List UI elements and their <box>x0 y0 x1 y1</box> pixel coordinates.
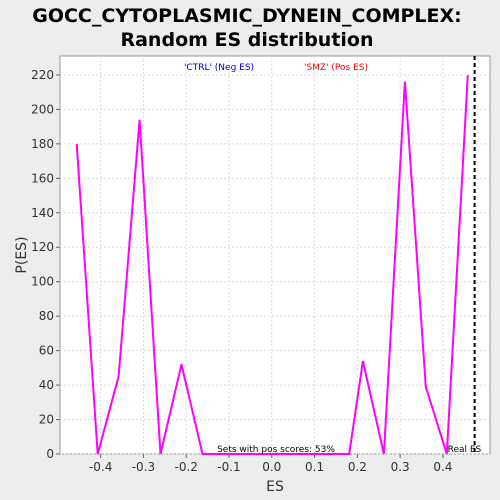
x-tick-label: 0.3 <box>391 460 410 474</box>
y-tick-label: 60 <box>39 344 54 358</box>
x-tick-label: 0.4 <box>433 460 452 474</box>
x-tick-label: -0.4 <box>89 460 112 474</box>
legend-entry-neg: 'CTRL' (Neg ES) <box>184 63 254 73</box>
y-tick-label: 220 <box>31 68 54 82</box>
series-layer <box>75 74 469 455</box>
y-tick-label: 160 <box>31 171 54 185</box>
plot-area <box>59 55 491 455</box>
x-tick-label: -0.1 <box>217 460 240 474</box>
series-line <box>75 74 469 455</box>
x-tick-label: 0.2 <box>348 460 367 474</box>
y-tick-label: 20 <box>39 413 54 427</box>
y-tick-label: 180 <box>31 137 54 151</box>
legend-entry-pos: 'SMZ' (Pos ES) <box>304 63 368 73</box>
real-es-marker: Real ES <box>448 56 482 455</box>
x-tick-label: -0.3 <box>132 460 155 474</box>
real-es-label: Real ES <box>448 445 482 455</box>
pos-scores-note: Sets with pos scores: 53% <box>217 445 335 455</box>
y-tick-label: 120 <box>31 240 54 254</box>
y-tick-label: 100 <box>31 275 54 289</box>
x-tick-label: -0.2 <box>175 460 198 474</box>
x-tick-label: 0.0 <box>262 460 281 474</box>
axis-ticks: -0.4 -0.3 -0.2 -0.1 0.0 0.1 0.2 0.3 0.4 0 20 40 60 80… <box>31 68 452 474</box>
y-tick-label: 40 <box>39 378 54 392</box>
y-tick-label: 0 <box>46 447 54 461</box>
y-tick-label: 80 <box>39 309 54 323</box>
chart-title-line-1: GOCC_CYTOPLASMIC_DYNEIN_COMPLEX: <box>32 5 462 27</box>
y-tick-label: 140 <box>31 206 54 220</box>
y-axis-label: P(ES) <box>14 236 30 273</box>
y-tick-label: 200 <box>31 102 54 116</box>
chart-title-line-2: Random ES distribution <box>120 29 373 51</box>
x-tick-label: 0.1 <box>305 460 324 474</box>
x-axis-label: ES <box>266 479 284 495</box>
